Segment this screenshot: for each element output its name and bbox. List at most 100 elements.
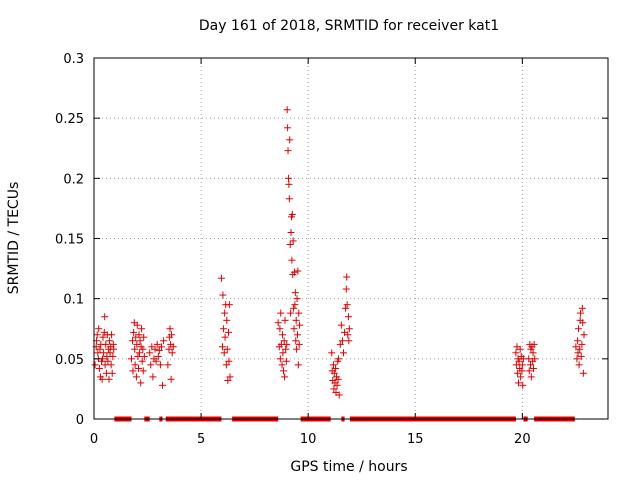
data-point	[139, 345, 147, 353]
data-point	[110, 345, 118, 353]
data-point	[330, 369, 338, 377]
data-point	[226, 373, 234, 381]
y-axis-label: SRMTID / TECUs	[6, 182, 22, 295]
data-point	[579, 369, 587, 377]
y-tick-label: 0.05	[55, 353, 84, 368]
data-point	[515, 357, 523, 365]
data-point	[135, 349, 143, 357]
data-point	[140, 352, 148, 360]
data-point	[155, 346, 163, 354]
data-point	[138, 325, 146, 333]
data-point	[279, 349, 287, 357]
data-point	[288, 210, 296, 218]
data-point	[169, 343, 177, 351]
data-point	[333, 381, 341, 389]
data-point	[225, 301, 233, 309]
data-point	[102, 340, 110, 348]
data-point	[335, 355, 343, 363]
data-point	[103, 352, 111, 360]
data-point	[168, 349, 176, 357]
data-point	[514, 379, 522, 387]
data-point	[525, 355, 533, 363]
data-point	[290, 304, 298, 312]
x-tick-label: 5	[197, 432, 205, 447]
data-point	[338, 337, 346, 345]
data-point	[132, 373, 140, 381]
data-point	[151, 345, 159, 353]
y-axis-ticks: 0 0.05 0.1 0.15 0.2 0.25 0.3	[55, 52, 608, 428]
data-point	[512, 349, 520, 357]
data-point	[225, 357, 233, 365]
data-point	[295, 340, 303, 348]
data-point	[530, 340, 538, 348]
x-tick-label: 20	[514, 432, 531, 447]
data-point	[105, 375, 113, 383]
data-point	[527, 373, 535, 381]
data-point	[578, 304, 586, 312]
data-point	[577, 309, 585, 317]
data-point	[336, 340, 344, 348]
x-tick-label: 10	[300, 432, 317, 447]
x-tick-label: 15	[407, 432, 424, 447]
data-point	[135, 331, 143, 339]
data-point	[91, 361, 99, 369]
data-point	[296, 321, 304, 329]
data-point	[517, 373, 525, 381]
data-point	[345, 337, 353, 345]
data-point	[134, 352, 142, 360]
data-point	[147, 361, 155, 369]
data-point	[276, 355, 284, 363]
chart-title: Day 161 of 2018, SRMTID for receiver kat…	[199, 18, 499, 34]
data-point	[516, 345, 524, 353]
data-point	[222, 361, 230, 369]
data-point	[100, 349, 108, 357]
data-point	[136, 337, 144, 345]
y-tick-label: 0.1	[63, 293, 84, 308]
data-point	[140, 333, 148, 341]
data-point	[106, 349, 114, 357]
data-point	[280, 337, 288, 345]
data-point	[219, 291, 227, 299]
data-point	[573, 355, 581, 363]
data-point	[282, 345, 290, 353]
data-point	[335, 391, 343, 399]
data-point	[284, 147, 292, 155]
data-point	[574, 349, 582, 357]
data-point	[217, 274, 225, 282]
data-point	[278, 331, 286, 339]
data-point	[529, 349, 537, 357]
data-point	[287, 309, 295, 317]
data-point	[282, 357, 290, 365]
data-point	[577, 352, 585, 360]
data-point	[337, 321, 345, 329]
data-point	[107, 361, 115, 369]
x-tick-label: 0	[90, 432, 98, 447]
y-tick-label: 0.3	[63, 52, 84, 67]
data-series	[91, 106, 588, 399]
data-point	[146, 349, 154, 357]
data-point	[294, 267, 302, 275]
data-point	[328, 349, 336, 357]
data-point	[153, 340, 161, 348]
data-point	[154, 352, 162, 360]
data-point	[93, 331, 101, 339]
data-point	[276, 325, 284, 333]
data-point	[285, 180, 293, 188]
data-point	[294, 361, 302, 369]
data-point	[286, 241, 294, 249]
data-point	[518, 361, 526, 369]
data-point	[108, 331, 116, 339]
data-point	[131, 361, 139, 369]
data-point	[133, 321, 141, 329]
data-point	[281, 316, 289, 324]
data-point	[99, 333, 107, 341]
data-point	[152, 357, 160, 365]
data-point	[576, 345, 584, 353]
data-point	[159, 381, 167, 389]
data-point	[344, 331, 352, 339]
data-point	[572, 343, 580, 351]
data-point	[518, 367, 526, 375]
data-point	[168, 331, 176, 339]
data-point	[130, 328, 138, 336]
